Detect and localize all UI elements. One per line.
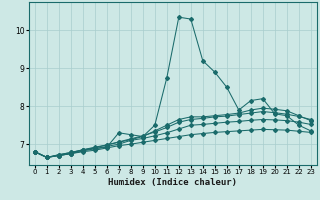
X-axis label: Humidex (Indice chaleur): Humidex (Indice chaleur) — [108, 178, 237, 187]
